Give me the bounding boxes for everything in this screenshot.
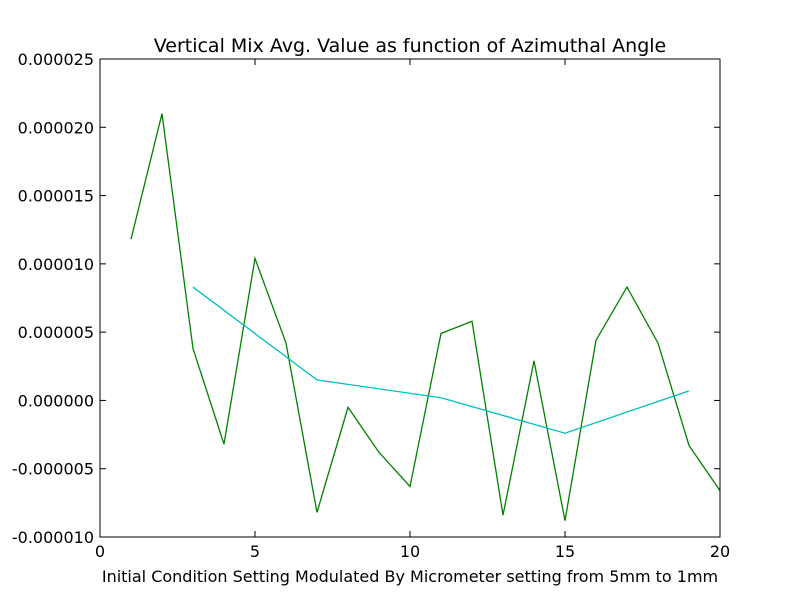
x-tick-label-3: 15 xyxy=(555,542,575,561)
series-line-smoothed xyxy=(192,286,690,434)
y-tick-label-2: 0.000000 xyxy=(18,391,94,410)
tick-layer: 0 5 10 15 20 -0.000010 -0.000005 0.000000 0.0000… xyxy=(12,50,730,561)
y-tick-label-3: 0.000005 xyxy=(18,323,94,342)
x-tick-label-1: 5 xyxy=(250,542,260,561)
y-tick-label-1: -0.000005 xyxy=(12,460,94,479)
x-axis-label: Initial Condition Setting Modulated By M… xyxy=(102,567,718,586)
series-layer xyxy=(130,113,721,521)
chart-title: Vertical Mix Avg. Value as function of A… xyxy=(154,35,667,57)
x-tick-label-2: 10 xyxy=(400,542,420,561)
x-tick-label-0: 0 xyxy=(95,542,105,561)
y-tick-label-0: -0.000010 xyxy=(12,528,94,547)
series-line-raw xyxy=(130,113,721,521)
y-tick-label-4: 0.000010 xyxy=(18,255,94,274)
y-tick-label-5: 0.000015 xyxy=(18,187,94,206)
y-tick-label-6: 0.000020 xyxy=(18,118,94,137)
y-tick-label-7: 0.000025 xyxy=(18,50,94,69)
x-tick-label-4: 20 xyxy=(710,542,730,561)
plot-frame xyxy=(99,58,721,538)
